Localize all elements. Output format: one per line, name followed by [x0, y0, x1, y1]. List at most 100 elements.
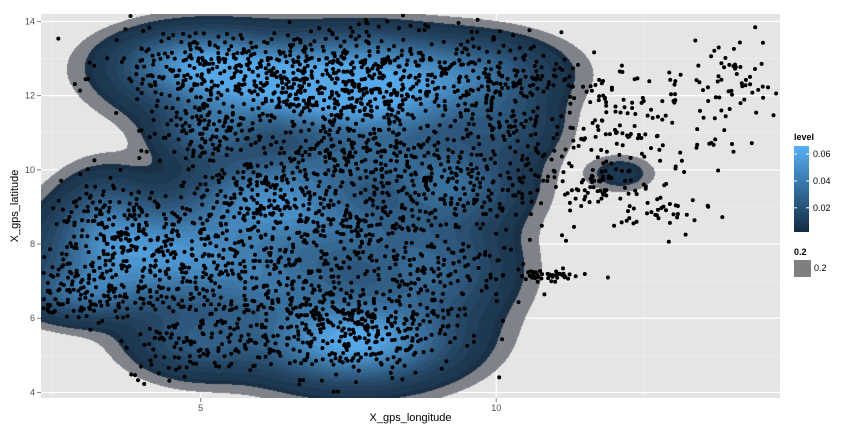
- gps-point: [477, 142, 482, 147]
- gps-point: [407, 258, 412, 262]
- gps-point: [589, 147, 594, 152]
- gps-point: [441, 315, 446, 320]
- gps-point: [418, 126, 423, 131]
- gps-point: [713, 95, 718, 100]
- gps-point: [60, 302, 65, 307]
- gps-point: [136, 289, 141, 294]
- gps-point: [140, 229, 145, 234]
- gps-point: [351, 109, 356, 114]
- gps-point: [452, 89, 457, 94]
- gps-point: [252, 363, 257, 368]
- gps-point: [449, 170, 454, 175]
- gps-point: [417, 28, 421, 33]
- gps-point: [298, 145, 303, 150]
- gps-point: [154, 329, 159, 334]
- gps-point: [395, 360, 400, 365]
- gps-point: [604, 100, 609, 105]
- gps-point: [466, 201, 470, 206]
- gps-point: [291, 177, 296, 181]
- gps-point: [242, 264, 247, 269]
- gps-point: [238, 206, 243, 211]
- gps-point: [400, 226, 405, 231]
- gps-point: [257, 259, 262, 264]
- gps-point: [354, 121, 358, 126]
- gps-point: [378, 222, 383, 227]
- gps-point: [303, 322, 308, 327]
- gps-point: [549, 157, 554, 162]
- gps-point: [318, 288, 323, 293]
- gps-point: [80, 228, 85, 233]
- gps-point: [521, 175, 526, 180]
- gps-point: [244, 307, 249, 312]
- gps-point: [272, 31, 277, 36]
- gps-point: [218, 330, 223, 335]
- gps-point: [602, 96, 607, 101]
- gps-point: [167, 378, 172, 383]
- gps-point: [352, 65, 356, 70]
- gps-point: [501, 273, 505, 278]
- gps-point: [372, 190, 377, 195]
- gps-point: [358, 244, 363, 249]
- gps-point: [331, 323, 336, 328]
- gps-point: [176, 219, 181, 224]
- gps-point: [227, 339, 232, 344]
- gps-point: [317, 26, 322, 31]
- gps-point: [90, 293, 94, 298]
- gps-point: [359, 96, 364, 101]
- gps-point: [391, 248, 396, 253]
- gps-point: [743, 77, 748, 82]
- gps-point: [399, 93, 404, 98]
- gps-point: [713, 137, 718, 142]
- gps-point: [410, 321, 415, 326]
- gps-point: [285, 276, 290, 281]
- gps-point: [466, 244, 471, 249]
- gps-point: [300, 321, 305, 326]
- gps-point: [264, 259, 269, 264]
- gps-point: [444, 359, 449, 364]
- gps-point: [581, 126, 586, 131]
- gps-point: [190, 361, 195, 366]
- gps-point: [376, 24, 381, 29]
- gps-point: [199, 81, 204, 86]
- gps-point: [508, 145, 513, 150]
- gps-point: [264, 164, 269, 169]
- gps-point: [394, 222, 399, 226]
- gps-point: [298, 213, 303, 218]
- gps-point: [381, 95, 386, 100]
- gps-point: [288, 130, 293, 135]
- gps-point: [462, 208, 467, 213]
- gps-point: [198, 119, 203, 124]
- gps-point: [571, 66, 575, 71]
- gps-point: [201, 31, 206, 36]
- gps-point: [429, 332, 434, 337]
- gps-point: [380, 60, 385, 65]
- gps-point: [257, 138, 262, 142]
- gps-point: [225, 146, 230, 151]
- gps-point: [235, 69, 240, 73]
- colorbar-label: 0.04: [813, 176, 831, 186]
- gps-point: [187, 307, 192, 312]
- gps-point: [411, 84, 416, 89]
- gps-point: [701, 88, 705, 93]
- gps-point: [192, 83, 197, 88]
- gps-point: [540, 272, 545, 277]
- gps-point: [174, 110, 179, 115]
- gps-point: [317, 318, 322, 323]
- gps-point: [639, 151, 644, 156]
- gps-point: [395, 253, 400, 258]
- gps-point: [193, 280, 198, 285]
- gps-point: [216, 45, 220, 50]
- gps-point: [256, 220, 261, 225]
- gps-point: [333, 81, 338, 85]
- gps-point: [454, 187, 459, 192]
- gps-point: [205, 113, 210, 118]
- gps-point: [126, 208, 131, 213]
- gps-point: [335, 130, 340, 135]
- gps-point: [457, 307, 462, 312]
- gps-point: [255, 355, 260, 360]
- gps-point: [186, 98, 191, 103]
- gps-point: [390, 231, 395, 235]
- gps-point: [232, 248, 237, 253]
- gps-point: [395, 90, 400, 95]
- gps-point: [469, 162, 473, 167]
